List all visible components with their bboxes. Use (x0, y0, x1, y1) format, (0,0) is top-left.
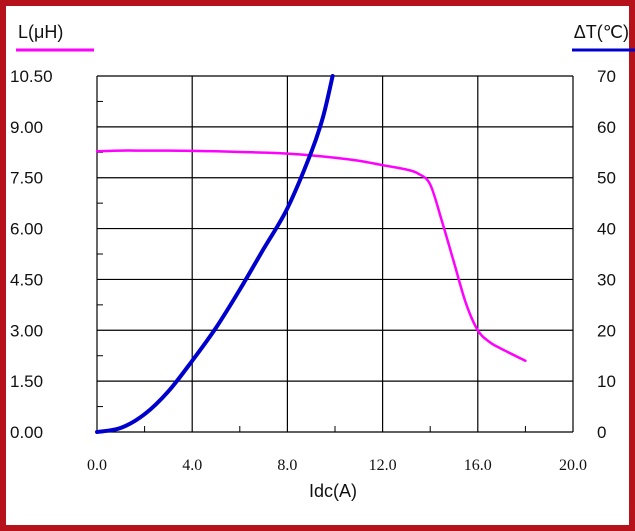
right-axis-label: ΔT(℃) (574, 22, 629, 42)
right-tick-label: 10 (597, 372, 616, 391)
left-tick-label: 0.00 (10, 423, 43, 442)
temperature-series-line (95, 74, 335, 434)
left-tick-label: 7.50 (10, 169, 43, 188)
right-tick-label: 70 (597, 67, 616, 86)
right-tick-label: 0 (597, 423, 606, 442)
x-axis-label: Idc(A) (309, 481, 357, 501)
x-tick-label: 20.0 (559, 457, 587, 474)
left-tick-label: 1.50 (10, 372, 43, 391)
left-axis-label: L(μH) (18, 22, 63, 42)
right-tick-label: 60 (597, 118, 616, 137)
x-tick-label: 16.0 (464, 457, 492, 474)
x-tick-label: 12.0 (369, 457, 397, 474)
inductance-series-line (95, 149, 527, 363)
x-tick-label: 8.0 (277, 457, 297, 474)
right-tick-label: 50 (597, 169, 616, 188)
left-tick-label: 9.00 (10, 118, 43, 137)
left-tick-label: 6.00 (10, 220, 43, 239)
left-tick-label: 3.00 (10, 321, 43, 340)
x-tick-label: 0.0 (87, 457, 107, 474)
left-tick-label: 4.50 (10, 270, 43, 289)
right-tick-label: 30 (597, 270, 616, 289)
x-tick-label: 4.0 (182, 457, 202, 474)
left-tick-labels: 0.00 1.50 3.00 4.50 6.00 7.50 9.00 10.50 (10, 67, 53, 442)
grid (96, 75, 574, 433)
right-tick-label: 40 (597, 220, 616, 239)
right-tick-labels: 0 10 20 30 40 50 60 70 (597, 67, 616, 442)
x-tick-labels: 0.0 4.0 8.0 12.0 16.0 20.0 (87, 457, 587, 474)
series-lines (95, 74, 527, 434)
left-tick-label: 10.50 (10, 67, 53, 86)
right-tick-label: 20 (597, 321, 616, 340)
